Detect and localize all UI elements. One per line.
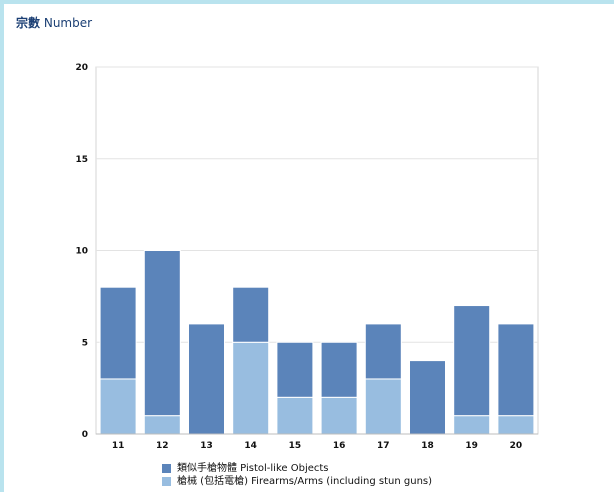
- bar-segment-pistol-like: [320, 341, 358, 398]
- unit-label-zh: 宗數: [16, 16, 41, 30]
- bar-segment-pistol-like: [409, 360, 446, 435]
- bar-segment-pistol-like: [364, 323, 402, 380]
- x-tick-label: 16: [333, 441, 346, 451]
- bar-segment-pistol-like: [232, 286, 270, 343]
- bar-segment-firearms: [364, 378, 402, 435]
- legend-label-pistol-like: 類似手槍物體 Pistol-like Objects: [177, 463, 329, 474]
- bar-segment-pistol-like: [276, 341, 314, 398]
- legend-item-firearms: 槍械 (包括電槍) Firearms/Arms (including stun …: [162, 475, 432, 488]
- bar-segment-firearms: [497, 415, 535, 435]
- bar-segment-firearms: [99, 378, 137, 435]
- bar-segment-pistol-like: [453, 305, 491, 417]
- x-tick-label: 18: [421, 441, 434, 451]
- x-tick-label: 19: [465, 441, 478, 451]
- bar-segment-pistol-like: [99, 286, 137, 380]
- x-tick-label: 12: [156, 441, 169, 451]
- legend-item-pistol-like: 類似手槍物體 Pistol-like Objects: [162, 462, 432, 475]
- x-tick-label: 17: [377, 441, 390, 451]
- bar-segment-firearms: [276, 396, 314, 435]
- y-tick-label: 0: [82, 430, 88, 440]
- bar-segment-firearms: [143, 415, 181, 435]
- y-tick-label: 15: [75, 155, 88, 165]
- y-tick-label: 20: [75, 63, 88, 73]
- legend-label-firearms: 槍械 (包括電槍) Firearms/Arms (including stun …: [177, 476, 433, 487]
- y-tick-label: 5: [82, 338, 88, 348]
- y-tick-label: 10: [75, 247, 88, 257]
- legend: 類似手槍物體 Pistol-like Objects 槍械 (包括電槍) Fir…: [162, 462, 432, 488]
- x-tick-label: 11: [112, 441, 125, 451]
- bar-segment-pistol-like: [497, 323, 535, 417]
- bar-segment-pistol-like: [143, 250, 181, 417]
- bar-segment-firearms: [453, 415, 491, 435]
- x-tick-label: 15: [289, 441, 302, 451]
- x-tick-label: 14: [244, 441, 257, 451]
- x-tick-label: 13: [200, 441, 213, 451]
- bar-segment-pistol-like: [188, 323, 225, 435]
- bar-segment-firearms: [320, 396, 358, 435]
- legend-swatch-pistol-like: [162, 464, 171, 473]
- unit-label-en: Number: [43, 16, 93, 30]
- y-axis-unit-label: 宗數 Number: [16, 14, 92, 31]
- legend-swatch-firearms: [162, 477, 171, 486]
- x-tick-label: 20: [510, 441, 523, 451]
- bar-segment-firearms: [232, 341, 270, 435]
